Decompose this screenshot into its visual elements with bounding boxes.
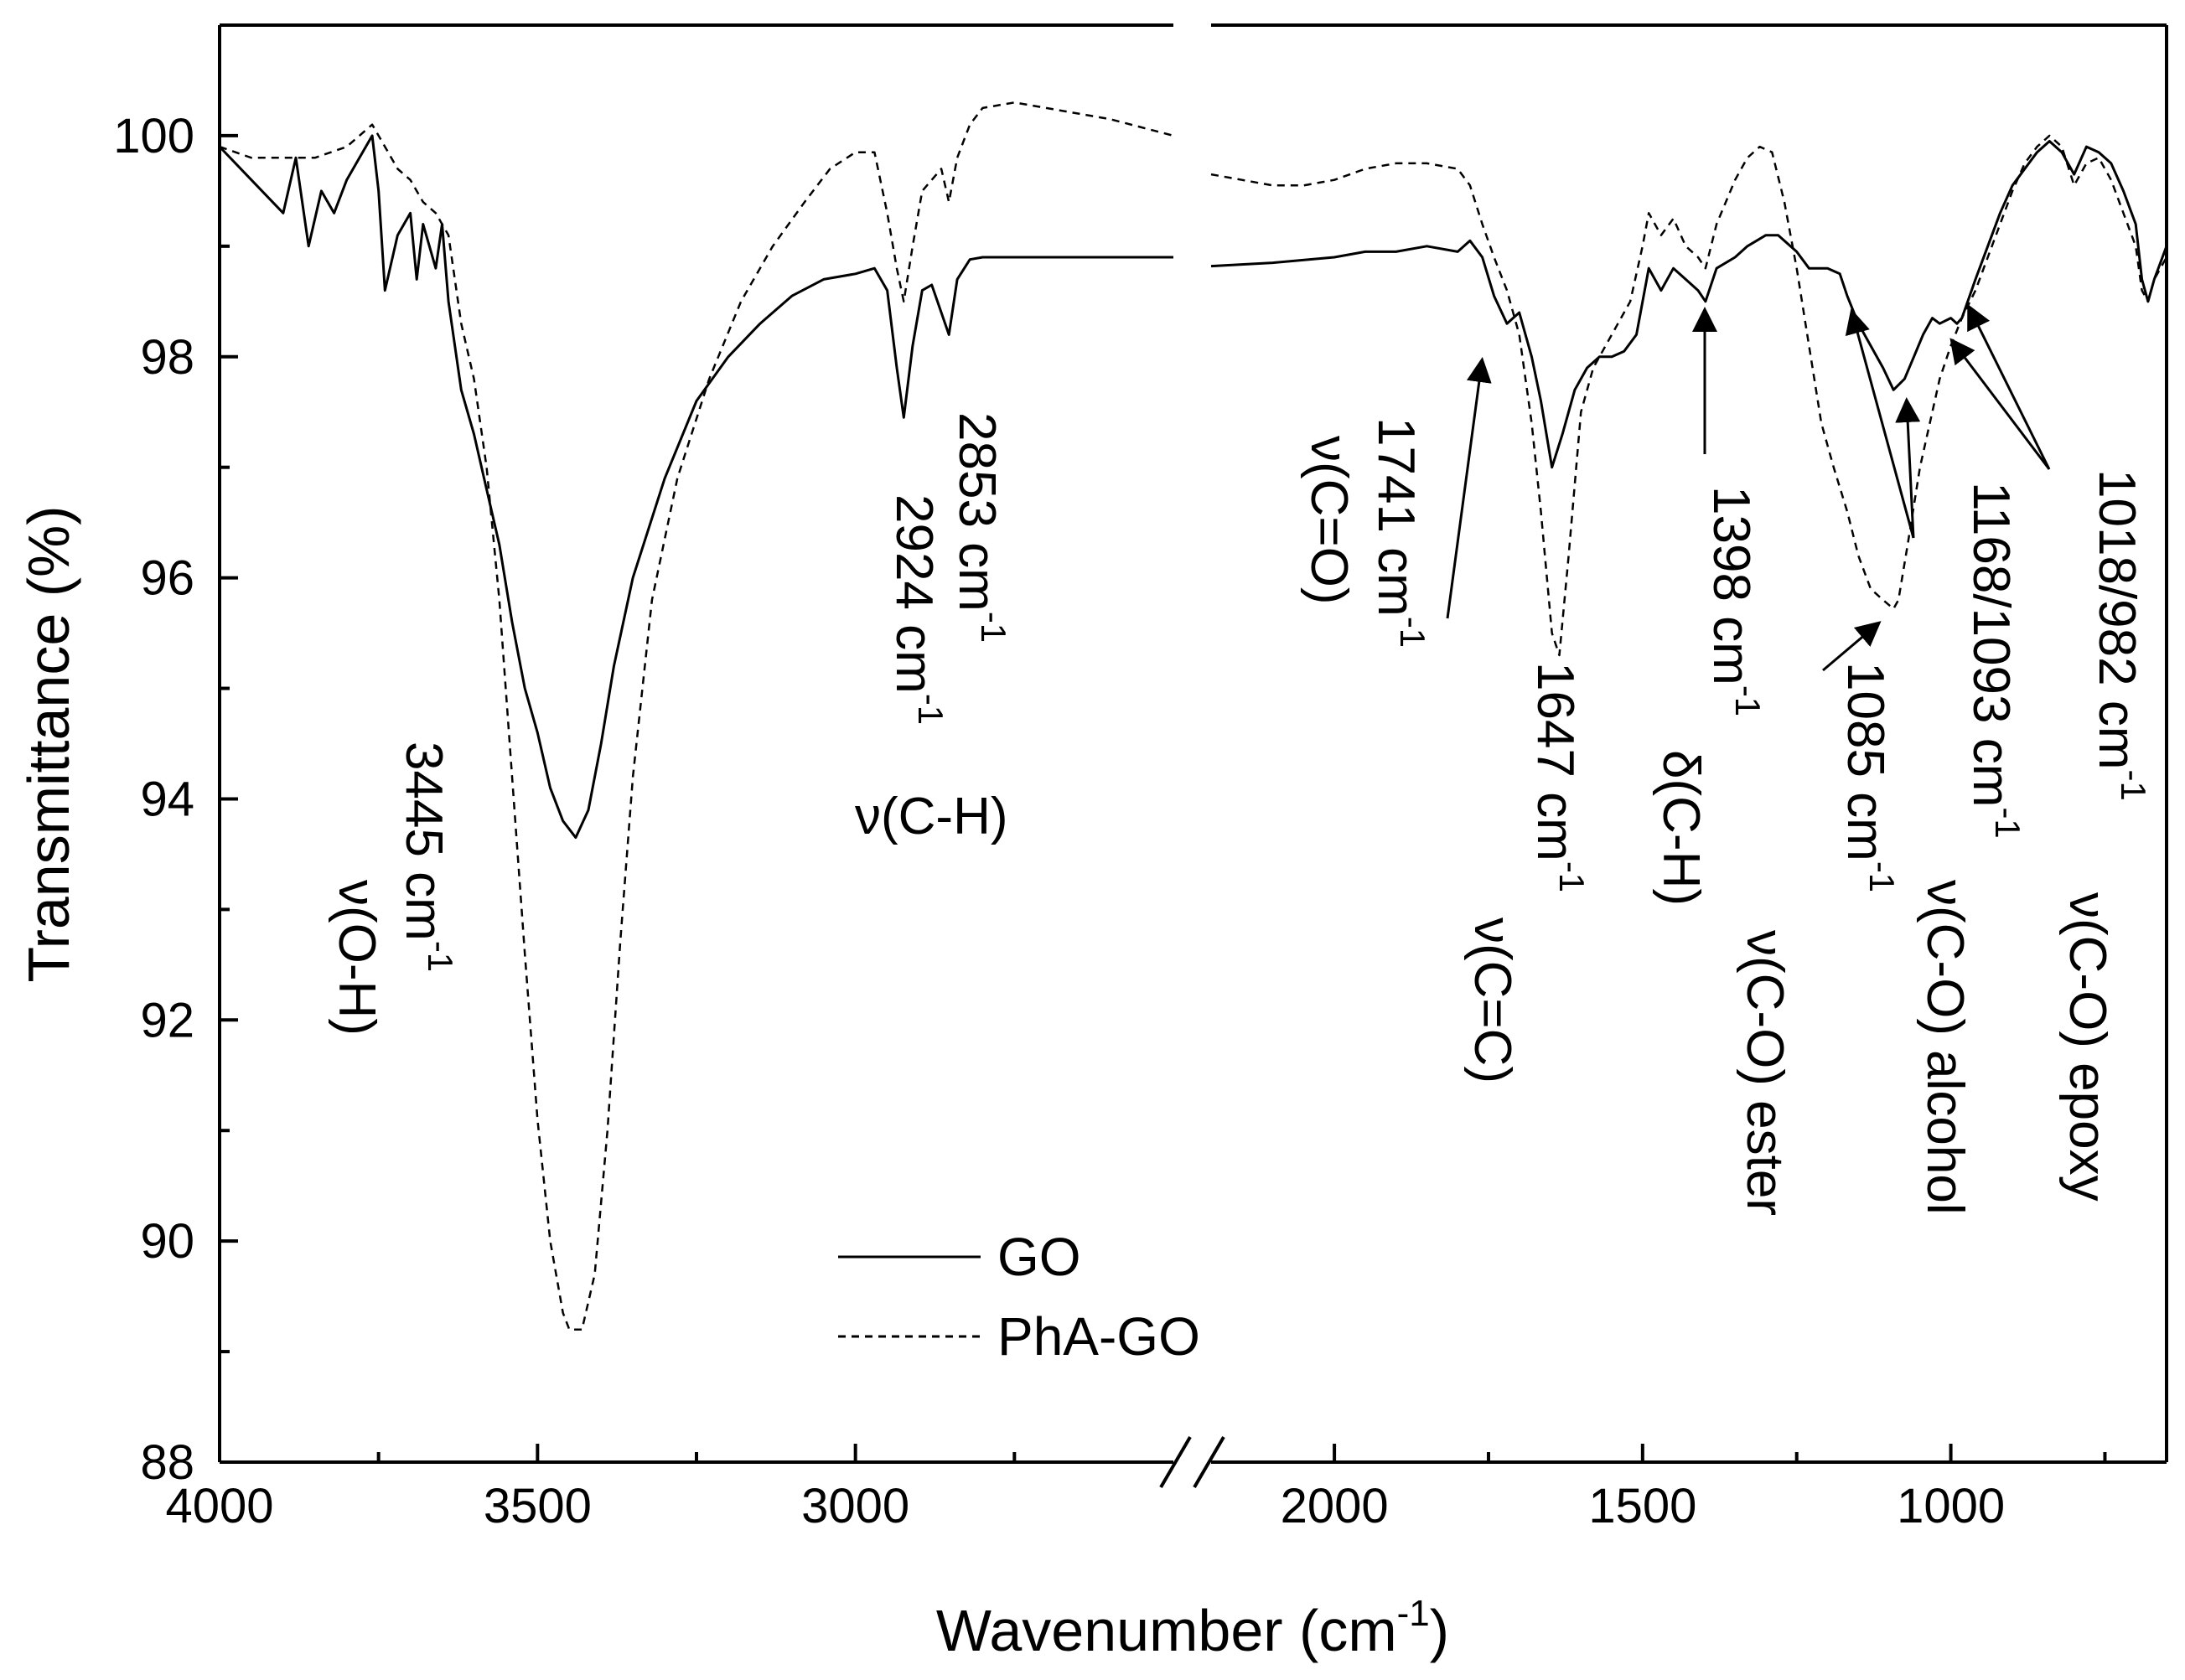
annotation-ch-line1: 2924 cm-1 [885,494,950,725]
annotation-epoxy: 1018/982 cm-1 ν(C-O) epoxy [2058,469,2153,1202]
annotation-ch: 2924 cm-1 ν(C-H) [855,494,1008,845]
axis-break-marker [1159,1435,1225,1489]
annotation-co1741-line1: 1741 cm-1 [1367,417,1432,648]
annotation-ch1398-line1: 1398 cm-1 [1702,486,1768,716]
annotation-alcohol-line2: ν(C-O) alcohol [1916,880,1974,1215]
series-go-segment-1 [218,134,1173,840]
x-axis-title-main: Wavenumber (cm [936,1598,1397,1663]
x-axis-title-sup: -1 [1397,1593,1430,1634]
break-slash-2 [1193,1435,1225,1489]
y-tick-label: 90 [140,1214,194,1269]
series-layer [218,101,2168,1331]
annotation-co1741: 1741 cm-1 ν(C=O) [1300,417,1432,648]
annotation-ch2-line1: 2853 cm-1 [948,412,1013,643]
arrow-1018 [1949,338,2051,470]
y-tick-label: 88 [140,1435,194,1490]
annotation-ch1398-line2: δ(C-H) [1652,750,1710,906]
legend: GO PhA-GO [838,1227,1200,1367]
annotation-co1741-line2: ν(C=O) [1300,436,1358,605]
x-axis-title-end: ) [1430,1598,1449,1663]
y-tick-label: 98 [140,330,194,385]
annotation-ch2: 2853 cm-1 [948,412,1013,643]
x-tick-label: 2000 [1281,1479,1389,1533]
annotation-arrows [1446,303,2051,672]
x-tick-label: 1500 [1588,1479,1696,1533]
x-tick-label: 3000 [801,1479,909,1533]
break-slash-1 [1159,1435,1192,1489]
annotation-epoxy-line1: 1018/982 cm-1 [2088,469,2153,801]
annotation-ech-line2: ν(C-O) ester [1736,930,1794,1216]
series-pha-go-segment-1 [219,101,1174,1331]
arrow-982 [1967,303,2051,470]
y-tick-label: 100 [113,109,194,163]
annotation-ester-line1: 1085 cm-1 [1836,662,1902,892]
x-axis-title: Wavenumber (cm-1) [936,1593,1449,1663]
y-axis: 88 90 92 94 96 98 100 [113,109,238,1490]
annotation-ch1398: 1398 cm-1 δ(C-H) [1652,486,1768,906]
arrow-1741 [1446,357,1492,619]
y-tick-label: 94 [140,772,194,826]
series-go-segment-2 [1210,140,2168,469]
arrow-1085 [1822,621,1882,672]
y-tick-label: 96 [140,551,194,606]
annotation-oh-line2: ν(O-H) [328,880,386,1036]
x-tick-label: 4000 [165,1479,273,1533]
annotation-alcohol-line1: 1168/1093 cm-1 [1962,482,2027,839]
x-tick-label: 3500 [484,1479,592,1533]
arrow-1168 [1845,308,1915,539]
arrow-1093 [1895,397,1921,539]
x-axis: 4000 3500 3000 2000 1500 1000 [165,1444,2107,1533]
x-tick-label: 1000 [1897,1479,2005,1533]
annotation-oh: 3445 cm-1 ν(O-H) [328,742,460,1036]
legend-label-pha-go: PhA-GO [997,1306,1200,1367]
annotation-ch-line2: ν(C-H) [855,788,1008,845]
y-tick-label: 92 [140,993,194,1047]
annotation-epoxy-line2: ν(C-O) epoxy [2058,892,2116,1202]
legend-label-go: GO [997,1227,1081,1287]
annotation-oh-line1: 3445 cm-1 [395,742,460,972]
annotation-cc1647: 1647 cm-1 ν(C=C) [1463,662,1592,1083]
y-axis-title: Transmittance (%) [16,505,81,982]
annotation-ester: 1085 cm-1 ν(C-O) ester [1736,662,1902,1216]
annotation-cc1647-line2: ν(C=C) [1463,918,1521,1083]
series-pha-go-segment-2 [1210,134,2168,657]
annotation-alcohol: 1168/1093 cm-1 ν(C-O) alcohol [1916,482,2027,1215]
annotation-cc1647-line1: 1647 cm-1 [1526,662,1592,892]
